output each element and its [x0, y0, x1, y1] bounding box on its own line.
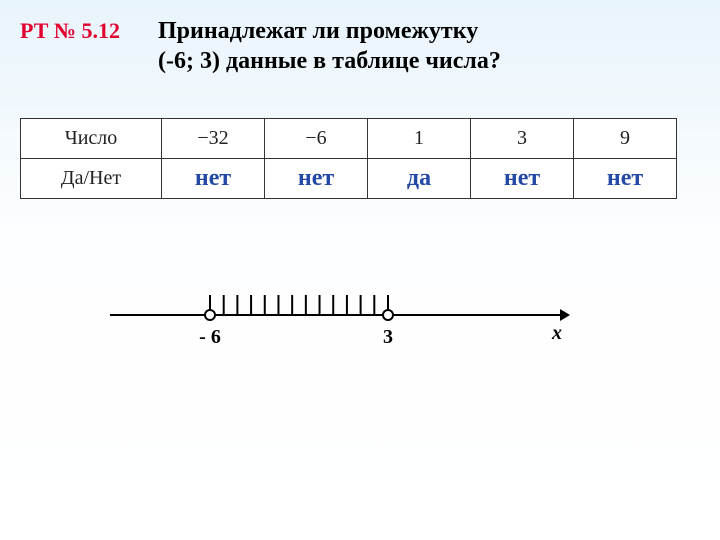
numbers-table: Число −32 −6 1 3 9 Да/Нет нет нет да нет…: [20, 118, 677, 199]
table-cell: −32: [162, 119, 265, 159]
question-line1: Принадлежат ли промежутку: [158, 18, 478, 44]
table-row: Число −32 −6 1 3 9: [21, 119, 677, 159]
answer: нет: [195, 165, 231, 191]
table-cell: нет: [471, 159, 574, 199]
svg-text:3: 3: [383, 326, 393, 348]
table-cell: 1: [368, 119, 471, 159]
question-line2: (-6; 3) данные в таблице числа?: [158, 48, 501, 74]
row-header: Да/Нет: [21, 159, 162, 199]
exercise-label: РТ № 5.12: [20, 18, 120, 44]
table-cell: да: [368, 159, 471, 199]
answer: нет: [607, 165, 643, 191]
answer: нет: [298, 165, 334, 191]
table-cell: нет: [574, 159, 677, 199]
table-row: Да/Нет нет нет да нет нет: [21, 159, 677, 199]
svg-text:x: x: [551, 322, 562, 344]
table-cell: 9: [574, 119, 677, 159]
slide: РТ № 5.12 Принадлежат ли промежутку (-6;…: [0, 0, 720, 540]
table-cell: 3: [471, 119, 574, 159]
answer: нет: [504, 165, 540, 191]
question-text: Принадлежат ли промежутку (-6; 3) данные…: [158, 16, 501, 76]
table-cell: −6: [265, 119, 368, 159]
answer: да: [407, 165, 431, 191]
svg-text:- 6: - 6: [199, 326, 221, 348]
table-cell: нет: [162, 159, 265, 199]
row-header: Число: [21, 119, 162, 159]
number-line: - 6 3 x: [110, 290, 570, 370]
table-cell: нет: [265, 159, 368, 199]
